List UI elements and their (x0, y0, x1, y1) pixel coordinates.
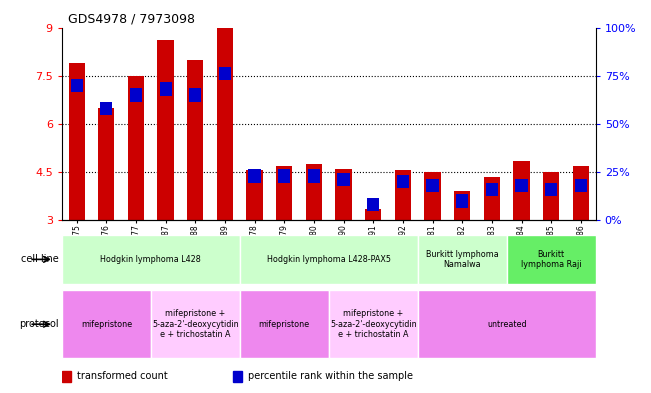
Bar (130, 88, 142, 102)
Bar (158, 40, 174, 220)
Bar (454, 191, 471, 220)
Bar (506, 235, 596, 284)
Bar (219, 67, 231, 81)
Bar (426, 179, 439, 192)
Text: Burkitt lymphoma
Namalwa: Burkitt lymphoma Namalwa (426, 250, 499, 269)
Text: mifepristone: mifepristone (258, 320, 310, 329)
Text: untreated: untreated (487, 320, 527, 329)
Text: percentile rank within the sample: percentile rank within the sample (247, 371, 413, 381)
Bar (516, 179, 528, 192)
Bar (424, 172, 441, 220)
Bar (514, 161, 530, 220)
Bar (543, 172, 559, 220)
Bar (62, 290, 151, 358)
Bar (573, 165, 589, 220)
Bar (278, 169, 290, 182)
Bar (484, 177, 500, 220)
Text: protocol: protocol (19, 319, 59, 329)
Bar (308, 169, 320, 182)
Text: mifepristone: mifepristone (81, 320, 132, 329)
Bar (545, 182, 557, 196)
Bar (456, 194, 468, 208)
Text: Hodgkin lymphoma L428-PAX5: Hodgkin lymphoma L428-PAX5 (267, 255, 391, 264)
Text: cell line: cell line (21, 254, 59, 264)
Bar (418, 290, 596, 358)
Bar (217, 28, 233, 220)
Text: mifepristone +
5-aza-2'-deoxycytidin
e + trichostatin A: mifepristone + 5-aza-2'-deoxycytidin e +… (330, 309, 417, 339)
Bar (335, 169, 352, 220)
Bar (128, 75, 144, 220)
Text: transformed count: transformed count (77, 371, 167, 381)
Bar (240, 290, 329, 358)
Bar (98, 108, 115, 220)
Text: Burkitt
lymphoma Raji: Burkitt lymphoma Raji (521, 250, 581, 269)
Bar (306, 164, 322, 220)
Bar (70, 79, 83, 92)
Bar (395, 170, 411, 220)
Bar (367, 198, 380, 211)
Bar (276, 165, 292, 220)
Bar (418, 235, 506, 284)
Bar (187, 60, 204, 220)
Text: Hodgkin lymphoma L428: Hodgkin lymphoma L428 (100, 255, 201, 264)
Bar (159, 83, 172, 96)
Bar (189, 88, 201, 102)
Bar (365, 209, 381, 220)
Bar (249, 169, 261, 182)
Bar (337, 173, 350, 186)
Text: mifepristone +
5-aza-2'-deoxycytidin
e + trichostatin A: mifepristone + 5-aza-2'-deoxycytidin e +… (152, 309, 239, 339)
Bar (232, 371, 242, 382)
Bar (62, 235, 240, 284)
Bar (329, 290, 418, 358)
Bar (396, 175, 409, 188)
Bar (486, 182, 498, 196)
Bar (100, 102, 113, 115)
Bar (575, 179, 587, 192)
Bar (68, 63, 85, 220)
Bar (247, 170, 263, 220)
Bar (62, 371, 72, 382)
Bar (240, 235, 418, 284)
Text: GDS4978 / 7973098: GDS4978 / 7973098 (68, 13, 195, 26)
Bar (151, 290, 240, 358)
